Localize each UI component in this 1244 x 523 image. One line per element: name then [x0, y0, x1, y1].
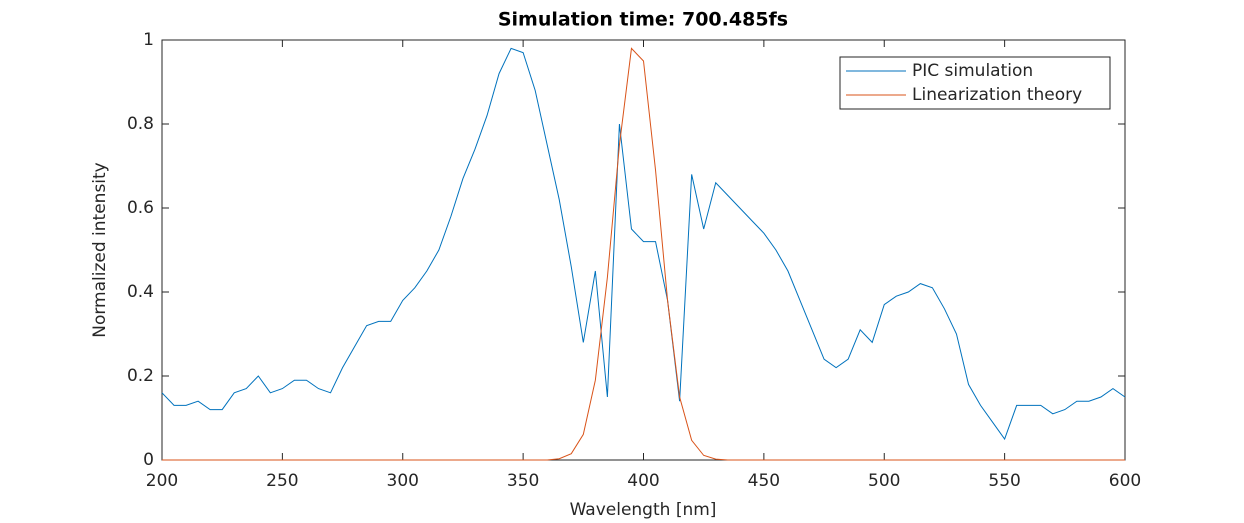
x-tick-label: 400 — [627, 471, 659, 491]
legend-label: PIC simulation — [912, 61, 1033, 81]
data-line — [161, 47, 1126, 441]
y-tick-label: 0.8 — [127, 114, 154, 134]
y-tick-label: 0.2 — [127, 366, 154, 386]
x-axis-label: Wavelength [nm] — [570, 500, 717, 520]
x-tick-label: 450 — [748, 471, 780, 491]
x-tick-label: 500 — [868, 471, 900, 491]
x-tick-label: 600 — [1109, 471, 1141, 491]
data-line — [162, 47, 1125, 461]
x-tick-label: 250 — [266, 471, 298, 491]
legend-box — [839, 56, 1111, 110]
legend-label: Linearization theory — [912, 85, 1082, 105]
x-tick-label: 200 — [146, 471, 178, 491]
y-tick-label: 1 — [143, 30, 154, 50]
y-tick-label: 0.4 — [127, 282, 154, 302]
y-tick-label: 0.6 — [127, 198, 154, 218]
x-tick-label: 350 — [507, 471, 539, 491]
y-tick-label: 0 — [143, 450, 154, 470]
chart-title: Simulation time: 700.485fs — [498, 9, 788, 31]
x-tick-label: 300 — [387, 471, 419, 491]
x-tick-label: 550 — [988, 471, 1020, 491]
y-axis-label: Normalized intensity — [90, 162, 110, 338]
